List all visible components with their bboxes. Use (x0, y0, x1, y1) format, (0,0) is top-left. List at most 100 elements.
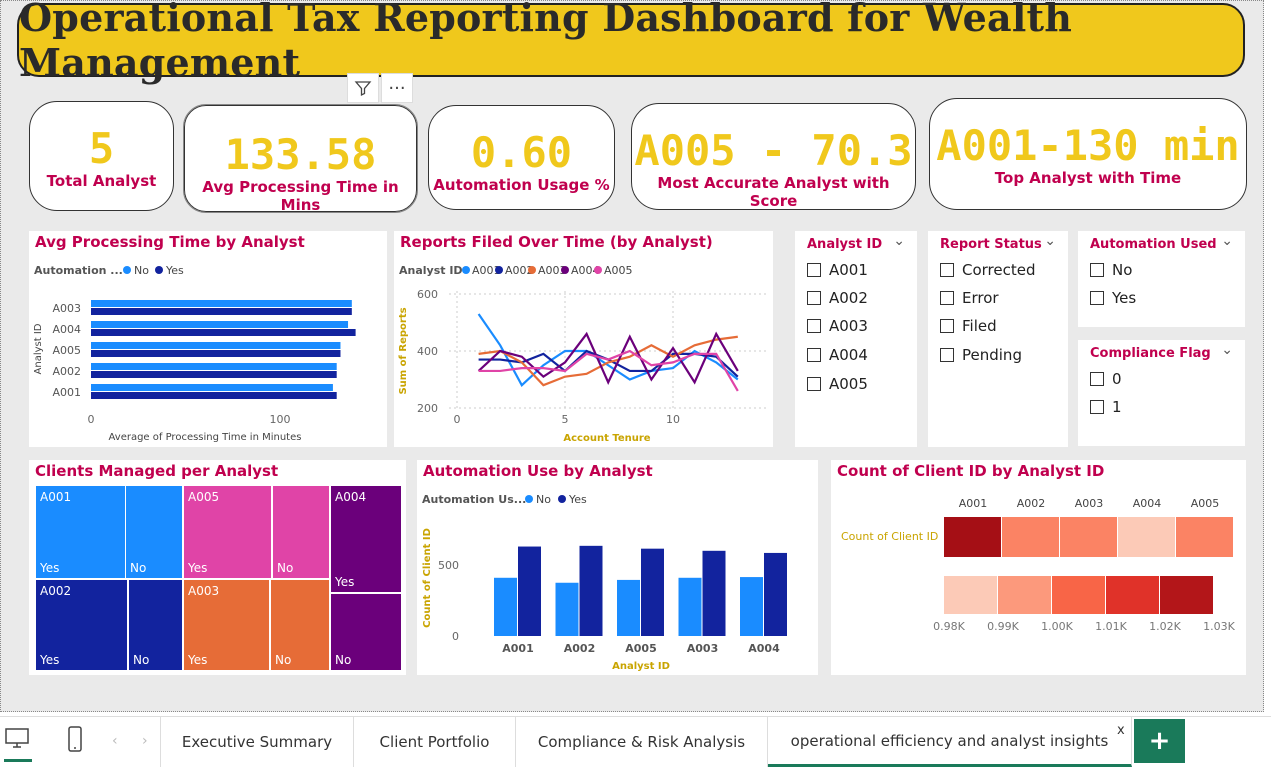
treemap-cell-a005-no[interactable]: No (272, 485, 330, 579)
filter-icon[interactable] (347, 73, 379, 103)
slicer-option-no[interactable]: No (1090, 261, 1132, 279)
kpi-label: Most Accurate Analyst with Score (657, 174, 890, 210)
slicer-automation-used[interactable]: Automation Used ⌄ No Yes (1078, 231, 1245, 327)
legend-no-label: No (536, 493, 551, 506)
more-options-icon[interactable]: ··· (381, 73, 413, 103)
slicer-option-a002[interactable]: A002 (807, 289, 868, 307)
tab-operational-efficiency[interactable]: operational efficiency and analyst insig… (768, 717, 1132, 767)
cell-flag: Yes (188, 653, 208, 667)
heatmap-cell-a001 (944, 517, 1001, 557)
chevron-right-icon[interactable]: › (142, 733, 148, 749)
checkbox[interactable] (807, 319, 821, 333)
heatmap-cell-a004 (1118, 517, 1175, 557)
chevron-down-icon[interactable]: ⌄ (1221, 342, 1233, 358)
checkbox[interactable] (807, 377, 821, 391)
slicer-option-corrected[interactable]: Corrected (940, 261, 1036, 279)
treemap-cell-a001-no[interactable]: No (125, 485, 183, 579)
desktop-view-icon[interactable] (4, 725, 32, 762)
treemap-cell-a002-no[interactable]: No (128, 579, 183, 671)
checkbox[interactable] (1090, 263, 1104, 277)
legend-swatch-a001 (462, 266, 470, 274)
reports-filed-chart[interactable]: Reports Filed Over Time (by Analyst) Ana… (394, 231, 773, 447)
slicer-option-filed[interactable]: Filed (940, 317, 997, 335)
cell-flag: No (335, 653, 352, 667)
legend-swatch-a003 (528, 266, 536, 274)
slicer-option-1[interactable]: 1 (1090, 398, 1122, 416)
slicer-option-a005[interactable]: A005 (807, 375, 868, 393)
legend-title: Automation ... (34, 264, 123, 277)
option-label: Yes (1112, 289, 1137, 307)
tab-executive-summary[interactable]: Executive Summary (160, 717, 354, 767)
page-tab-bar: ‹ › Executive Summary Client Portfolio C… (0, 716, 1271, 770)
add-page-button[interactable]: + (1134, 719, 1185, 763)
avg-processing-chart[interactable]: Avg Processing Time by Analyst Automatio… (29, 231, 387, 447)
y-tick-label: A003 (52, 302, 81, 315)
checkbox[interactable] (940, 319, 954, 333)
scale-tick-label: 0.98K (933, 620, 965, 633)
treemap-cell-a003-yes[interactable]: A003 Yes (183, 579, 270, 671)
slicer-report-status[interactable]: Report Status ⌄ Corrected Error Filed Pe… (928, 231, 1068, 447)
clients-treemap[interactable]: Clients Managed per Analyst A001 Yes No … (29, 460, 406, 675)
slicer-analyst-id[interactable]: Analyst ID ⌄ A001 A002 A003 A004 A005 (795, 231, 917, 447)
tab-compliance-risk[interactable]: Compliance & Risk Analysis (516, 717, 768, 767)
checkbox[interactable] (940, 348, 954, 362)
chevron-down-icon[interactable]: ⌄ (1044, 233, 1056, 249)
checkbox[interactable] (807, 291, 821, 305)
bar-yes-a003 (91, 308, 352, 315)
cell-analyst: A004 (335, 490, 367, 504)
x-tick: 100 (270, 413, 291, 426)
treemap-cell-a005-yes[interactable]: A005 Yes (183, 485, 272, 579)
slicer-compliance-flag[interactable]: Compliance Flag ⌄ 0 1 (1078, 340, 1245, 446)
checkbox[interactable] (807, 263, 821, 277)
checkbox[interactable] (940, 291, 954, 305)
option-label: No (1112, 261, 1133, 279)
cell-analyst: A002 (40, 584, 72, 598)
automation-use-svg: Automation Us... No Yes Count of Client … (422, 493, 787, 672)
column-no-a002 (555, 582, 579, 636)
treemap-cell-a004-yes[interactable]: A004 Yes (330, 485, 402, 593)
chevron-down-icon[interactable]: ⌄ (1221, 233, 1233, 249)
scale-tick-label: 1.02K (1149, 620, 1181, 633)
chevron-left-icon[interactable]: ‹ (112, 733, 118, 749)
chart-title: Count of Client ID by Analyst ID (837, 462, 1105, 480)
checkbox[interactable] (1090, 400, 1104, 414)
slicer-option-a001[interactable]: A001 (807, 261, 868, 279)
slicer-option-error[interactable]: Error (940, 289, 999, 307)
treemap-cell-a002-yes[interactable]: A002 Yes (35, 579, 128, 671)
line-series-a005 (478, 349, 739, 392)
legend-swatch-a005 (594, 266, 602, 274)
chevron-down-icon[interactable]: ⌄ (893, 233, 905, 249)
treemap-cell-a003-no[interactable]: No (270, 579, 330, 671)
cell-flag: No (275, 653, 292, 667)
tab-client-portfolio[interactable]: Client Portfolio (354, 717, 516, 767)
kpi-avg-processing[interactable]: 133.58 Avg Processing Time in Mins (183, 104, 418, 214)
slicer-option-0[interactable]: 0 (1090, 370, 1122, 388)
slicer-option-pending[interactable]: Pending (940, 346, 1022, 364)
checkbox[interactable] (807, 348, 821, 362)
legend-label-a002: A002 (505, 264, 534, 277)
checkbox[interactable] (1090, 291, 1104, 305)
checkbox[interactable] (940, 263, 954, 277)
slicer-option-a003[interactable]: A003 (807, 317, 868, 335)
heatmap-column-label: A005 (1191, 497, 1220, 510)
slicer-option-a004[interactable]: A004 (807, 346, 868, 364)
legend-no-swatch (123, 266, 131, 274)
treemap-cell-a001-yes[interactable]: A001 Yes (35, 485, 126, 579)
slicer-title: Report Status (940, 237, 1042, 252)
automation-use-chart[interactable]: Automation Use by Analyst Automation Us.… (417, 460, 818, 675)
client-count-heatmap[interactable]: Count of Client ID by Analyst ID Count o… (831, 460, 1246, 675)
mobile-view-icon[interactable] (64, 725, 86, 757)
x-tick-label: A004 (748, 642, 780, 655)
y-tick: 500 (438, 559, 459, 572)
checkbox[interactable] (1090, 372, 1104, 386)
close-tab-icon[interactable]: x (1117, 723, 1125, 738)
heatmap-cell-a003 (1060, 517, 1117, 557)
x-tick-label: A002 (564, 642, 595, 655)
treemap-cell-a004-no[interactable]: No (330, 593, 402, 671)
kpi-value: A001-130 min (936, 121, 1240, 170)
legend-yes-swatch (155, 266, 163, 274)
slicer-option-yes[interactable]: Yes (1090, 289, 1136, 307)
legend-no-label: No (134, 264, 149, 277)
x-tick: 0 (454, 413, 461, 426)
report-canvas: Operational Tax Reporting Dashboard for … (0, 0, 1264, 712)
